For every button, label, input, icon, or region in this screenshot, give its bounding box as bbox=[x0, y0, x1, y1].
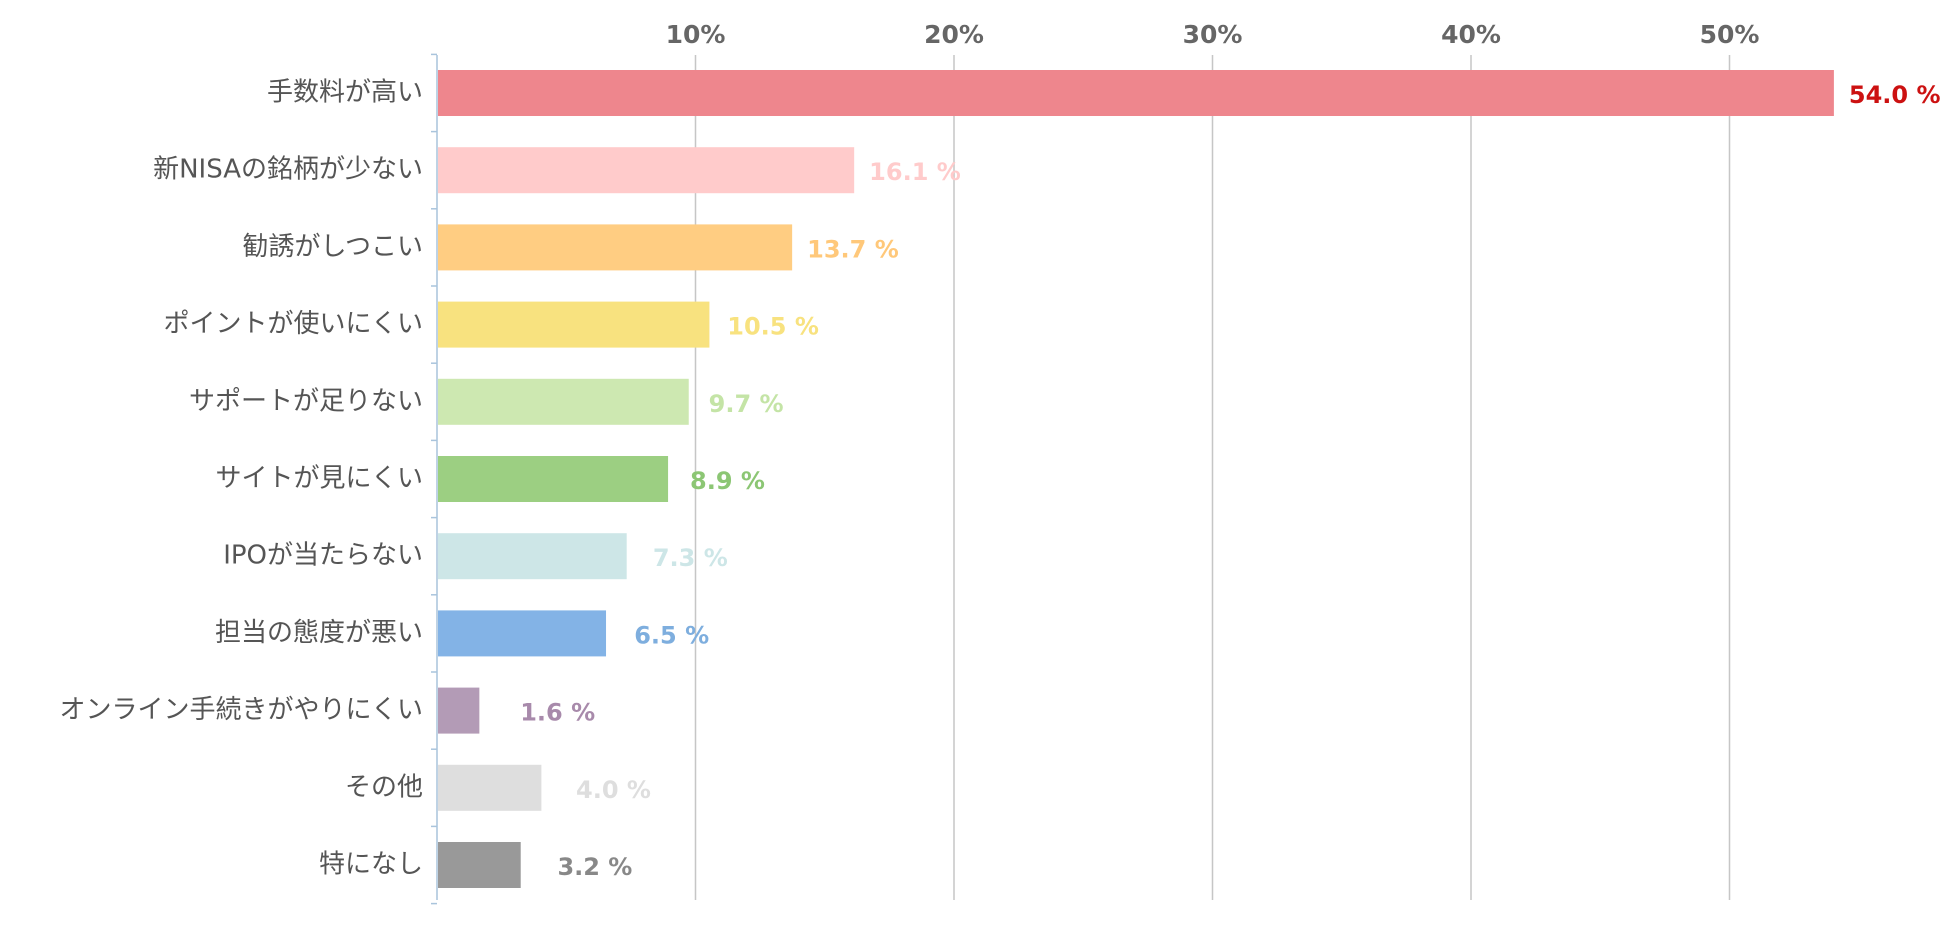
value-label: 7.3 % bbox=[653, 544, 728, 572]
category-label: 手数料が高い bbox=[267, 78, 423, 108]
bar bbox=[438, 378, 689, 425]
category-label: IPOが当たらない bbox=[223, 541, 423, 571]
value-label: 9.7 % bbox=[709, 390, 784, 418]
value-label: 3.2 % bbox=[557, 853, 632, 881]
x-tick-label: 50% bbox=[1700, 20, 1760, 49]
bar bbox=[438, 533, 627, 580]
category-label: サポートが足りない bbox=[189, 386, 423, 416]
category-label: 特になし bbox=[319, 850, 423, 880]
x-tick-label: 10% bbox=[666, 20, 726, 49]
category-label: 担当の態度が悪い bbox=[215, 618, 423, 648]
category-label: オンライン手続きがやりにくい bbox=[60, 695, 423, 725]
bar bbox=[438, 764, 542, 811]
category-label: サイトが見にくい bbox=[216, 464, 423, 494]
category-labels: 手数料が高い新NISAの銘柄が少ない勧誘がしつこいポイントが使いにくいサポートが… bbox=[60, 78, 423, 880]
value-label: 13.7 % bbox=[807, 235, 899, 263]
x-tick-label: 40% bbox=[1441, 20, 1501, 49]
category-label: ポイントが使いにくい bbox=[164, 309, 423, 339]
category-label: 新NISAの銘柄が少ない bbox=[153, 155, 423, 185]
y-axis bbox=[431, 53, 438, 905]
bar bbox=[438, 224, 793, 271]
bar bbox=[438, 70, 1834, 116]
bar bbox=[438, 687, 480, 734]
bars bbox=[438, 70, 1834, 888]
value-label: 6.5 % bbox=[634, 621, 709, 649]
category-label: 勧誘がしつこい bbox=[243, 232, 423, 262]
value-label: 10.5 % bbox=[727, 313, 819, 341]
bar bbox=[438, 610, 607, 657]
value-label: 1.6 % bbox=[520, 699, 595, 727]
value-label: 54.0 % bbox=[1849, 81, 1941, 109]
category-label: その他 bbox=[345, 772, 423, 802]
bar bbox=[438, 842, 521, 888]
value-labels: 54.0 % 16.1 % 13.7 % 10.5 % 9.7 % 8.9 % 7.3 % 6… bbox=[520, 81, 1940, 881]
gridlines bbox=[694, 55, 1731, 900]
value-label: 4.0 % bbox=[576, 776, 651, 804]
x-tick-label: 20% bbox=[924, 20, 984, 49]
value-label: 8.9 % bbox=[690, 467, 765, 495]
bar bbox=[438, 147, 855, 194]
x-axis-ticks: 10% 20% 30% 40% 50% bbox=[666, 20, 1760, 49]
x-tick-label: 30% bbox=[1183, 20, 1243, 49]
bar bbox=[438, 301, 710, 348]
value-label: 16.1 % bbox=[869, 158, 961, 186]
bar bbox=[438, 456, 669, 502]
